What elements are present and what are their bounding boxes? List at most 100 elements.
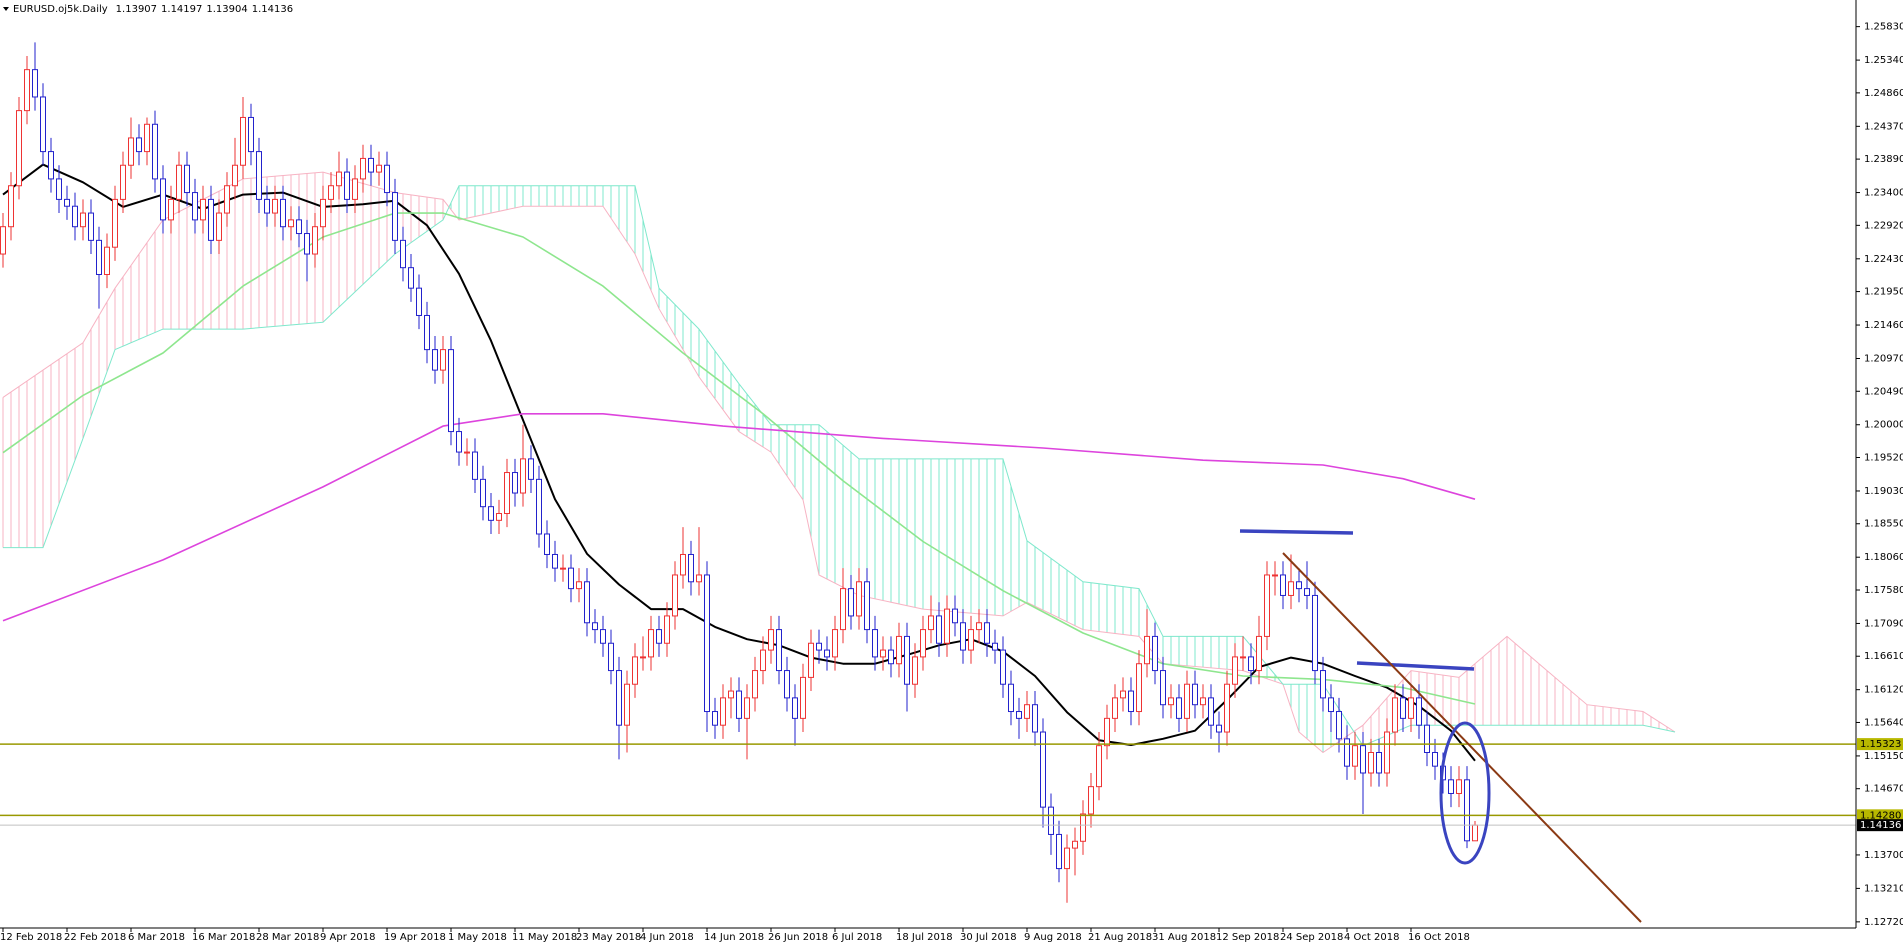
y-tick-label: 1.15640 — [1864, 717, 1903, 728]
candle-body — [1392, 697, 1398, 733]
candle-body — [888, 649, 894, 665]
candle-body — [576, 581, 582, 590]
candle-body — [144, 123, 150, 153]
candle-body — [840, 588, 846, 631]
candle-body — [200, 198, 206, 221]
y-tick-label: 1.20970 — [1864, 353, 1903, 364]
candle-body — [184, 164, 190, 194]
drawings — [1239, 529, 1642, 923]
candle-body — [696, 574, 702, 583]
candle-body — [872, 629, 878, 658]
candle-body — [1192, 683, 1198, 706]
x-tick-label: 24 Sep 2018 — [1280, 932, 1343, 943]
x-tick-label: 14 Jun 2018 — [704, 932, 764, 943]
candle-body — [16, 110, 22, 187]
candle-body — [1184, 683, 1190, 719]
candle-body — [352, 178, 358, 200]
candle-body — [344, 171, 350, 200]
plot-area — [0, 0, 1856, 928]
candle-body — [1336, 711, 1342, 740]
y-tick-label: 1.20490 — [1864, 386, 1903, 397]
candle-body — [472, 451, 478, 480]
candle-body — [360, 157, 366, 180]
candle-body — [768, 629, 774, 651]
candle-body — [1032, 704, 1038, 733]
candle-body — [1128, 690, 1134, 713]
candle-body — [944, 608, 950, 644]
y-tick-label: 1.19520 — [1864, 453, 1903, 464]
candle-body — [728, 690, 734, 699]
candle-body — [648, 629, 654, 658]
candle-body — [896, 635, 902, 665]
candle-body — [1064, 847, 1070, 870]
candle-body — [1088, 786, 1094, 815]
candle-body — [616, 670, 622, 726]
y-tick-label: 1.13700 — [1864, 850, 1903, 861]
candle-body — [1432, 752, 1438, 767]
candles — [0, 42, 1478, 903]
candle-body — [416, 287, 422, 316]
axis-labels: 1.25830 1.25340 1.24860 1.24370 1.23890 1.234… — [0, 22, 1903, 943]
y-tick-label: 1.16120 — [1864, 685, 1903, 696]
candle-body — [80, 212, 86, 228]
x-tick-label: 6 Mar 2018 — [128, 932, 185, 943]
candle-body — [848, 588, 854, 617]
candle-body — [336, 171, 342, 187]
candle-body — [392, 192, 398, 241]
candle-body — [128, 137, 134, 166]
cloud-span — [2, 171, 1676, 754]
candle-body — [640, 656, 646, 659]
candle-body — [1456, 779, 1462, 794]
candle-body — [752, 670, 758, 699]
y-tick-label: 1.25830 — [1864, 22, 1903, 33]
candle-body — [208, 198, 214, 241]
candle-body — [976, 622, 982, 631]
candle-body — [992, 642, 998, 651]
candle-body — [672, 574, 678, 617]
candle-body — [368, 157, 374, 173]
candle-body — [264, 198, 270, 214]
candle-body — [1320, 670, 1326, 699]
candle-body — [784, 670, 790, 699]
candle-body — [1248, 656, 1254, 672]
candle-body — [256, 151, 262, 200]
candle-body — [1376, 752, 1382, 774]
candle-body — [600, 629, 606, 644]
candle-body — [1216, 724, 1222, 733]
candle-body — [560, 567, 566, 570]
candle-body — [424, 314, 430, 351]
candle-body — [704, 574, 710, 713]
candle-body — [1024, 704, 1030, 719]
candle-body — [32, 69, 38, 98]
candle-body — [320, 198, 326, 228]
candle-body — [856, 581, 862, 617]
candle-body — [832, 629, 838, 658]
candle-body — [1360, 745, 1366, 774]
candle-body — [40, 96, 46, 153]
candle-body — [376, 164, 382, 173]
chart-title: EURUSD.oj5k.Daily — [13, 4, 108, 15]
candle-body — [280, 198, 286, 228]
moving-average — [2, 413, 1476, 622]
candle-body — [56, 178, 62, 200]
y-tick-label: 1.13210 — [1864, 883, 1903, 894]
y-tick-label: 1.15150 — [1864, 751, 1903, 762]
candle-body — [528, 458, 534, 480]
candle-body — [64, 198, 70, 207]
highlight-ellipse — [1439, 721, 1491, 865]
candle-body — [88, 212, 94, 241]
x-tick-label: 23 May 2018 — [576, 932, 641, 943]
candle-body — [104, 246, 110, 276]
x-tick-label: 26 Jun 2018 — [768, 932, 828, 943]
candle-body — [1256, 635, 1262, 672]
candle-body — [1464, 779, 1470, 842]
candle-body — [512, 472, 518, 494]
candle-body — [1344, 738, 1350, 767]
x-tick-label: 11 May 2018 — [512, 932, 577, 943]
candle-body — [664, 615, 670, 644]
candle-body — [1144, 635, 1150, 665]
price-level-label-bg — [1857, 819, 1903, 832]
menu-arrow — [3, 7, 9, 11]
